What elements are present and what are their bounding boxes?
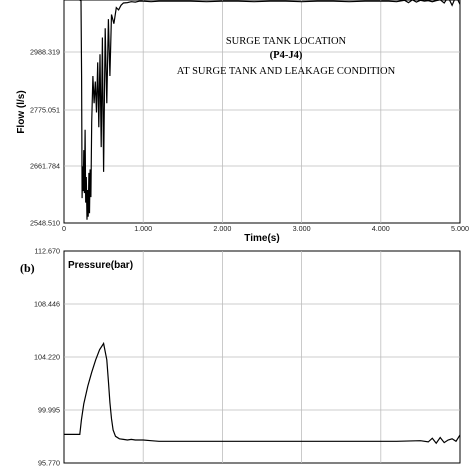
pressure-grid — [64, 251, 460, 463]
flow-x-tick-label: 1.000 — [134, 224, 152, 233]
flow-x-axis-label: Time(s) — [244, 233, 279, 244]
pressure-y-tick-label: 95.770 — [38, 459, 60, 468]
annotation-line-2: (P4-J4) — [270, 50, 303, 61]
flow-series-line — [78, 0, 461, 220]
flow-x-tick-label: 5.000 — [451, 224, 469, 233]
pressure-y-tick-label: 112.670 — [35, 247, 60, 256]
flow-y-tick-label: 2661.784 — [30, 162, 60, 171]
flow-chart: 2548.510 2661.784 2775.051 2988.319 0 1.000 2… — [16, 0, 469, 244]
pressure-y-tick-label: 108.446 — [34, 299, 60, 308]
flow-x-tick-label: 4.000 — [372, 224, 390, 233]
flow-y-ticks: 2548.510 2661.784 2775.051 2988.319 — [30, 48, 60, 228]
panel-label-b: (b) — [20, 261, 35, 275]
pressure-chart: 95.770 99.995 104.220 108.446 112.670 (b) Pr… — [20, 247, 461, 468]
flow-y-tick-label: 2548.510 — [30, 219, 60, 228]
flow-x-tick-label: 2.000 — [213, 224, 231, 233]
flow-grid — [64, 0, 460, 223]
flow-y-tick-label: 2988.319 — [30, 48, 60, 57]
flow-plot-area — [63, 0, 461, 224]
annotation-line-3: AT SURGE TANK AND LEAKAGE CONDITION — [177, 66, 396, 77]
pressure-y-axis-label: Pressure(bar) — [68, 260, 133, 271]
pressure-y-tick-label: 99.995 — [38, 406, 60, 415]
flow-y-axis-label: Flow (l/s) — [16, 90, 27, 133]
pressure-series-line — [64, 341, 461, 445]
flow-x-tick-label: 0 — [62, 224, 66, 233]
annotation-line-1: SURGE TANK LOCATION — [226, 36, 347, 47]
flow-x-tick-label: 3.000 — [293, 224, 311, 233]
flow-y-tick-label: 2775.051 — [30, 106, 60, 115]
pressure-y-ticks: 95.770 99.995 104.220 108.446 112.670 — [34, 247, 60, 468]
pressure-y-tick-label: 104.220 — [34, 353, 60, 362]
flow-x-ticks: 0 1.000 2.000 3.000 4.000 5.000 — [62, 224, 469, 233]
